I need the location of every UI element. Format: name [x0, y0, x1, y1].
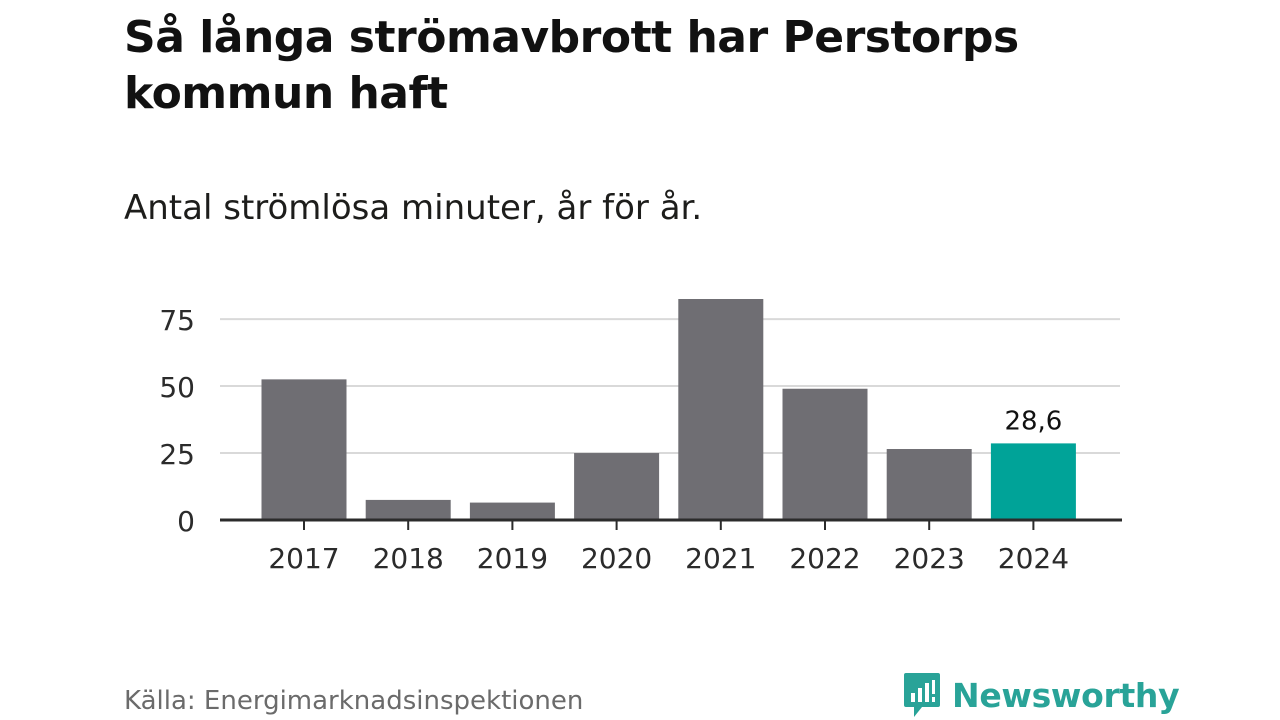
x-tick-label: 2024 — [998, 542, 1069, 575]
chart-subtitle: Antal strömlösa minuter, år för år. — [124, 188, 703, 228]
data-label: 28,6 — [1004, 406, 1062, 436]
bar — [990, 443, 1076, 520]
bar — [678, 299, 764, 520]
source-note: Källa: Energimarknadsinspektionen — [124, 686, 584, 716]
bar — [574, 453, 660, 520]
bar — [782, 388, 868, 520]
y-tick-label: 50 — [159, 371, 195, 404]
x-tick-label: 2022 — [789, 542, 860, 575]
brand-logo: Newsworthy — [902, 670, 1180, 720]
x-tick-label: 2019 — [477, 542, 548, 575]
y-tick-label: 25 — [159, 438, 195, 471]
bar — [469, 502, 555, 520]
y-tick-label: 0 — [177, 505, 195, 538]
chart-title: Så långa strömavbrott har Perstorps komm… — [124, 12, 1019, 119]
y-tick-label: 75 — [159, 304, 195, 337]
bar — [886, 449, 972, 520]
x-tick-label: 2020 — [581, 542, 652, 575]
brand-name: Newsworthy — [952, 675, 1180, 715]
x-tick-label: 2017 — [268, 542, 339, 575]
x-tick-label: 2023 — [894, 542, 965, 575]
newsworthy-logo-icon — [904, 673, 940, 717]
x-tick-label: 2018 — [373, 542, 444, 575]
x-tick-label: 2021 — [685, 542, 756, 575]
bar — [261, 379, 347, 520]
bar — [365, 499, 451, 520]
